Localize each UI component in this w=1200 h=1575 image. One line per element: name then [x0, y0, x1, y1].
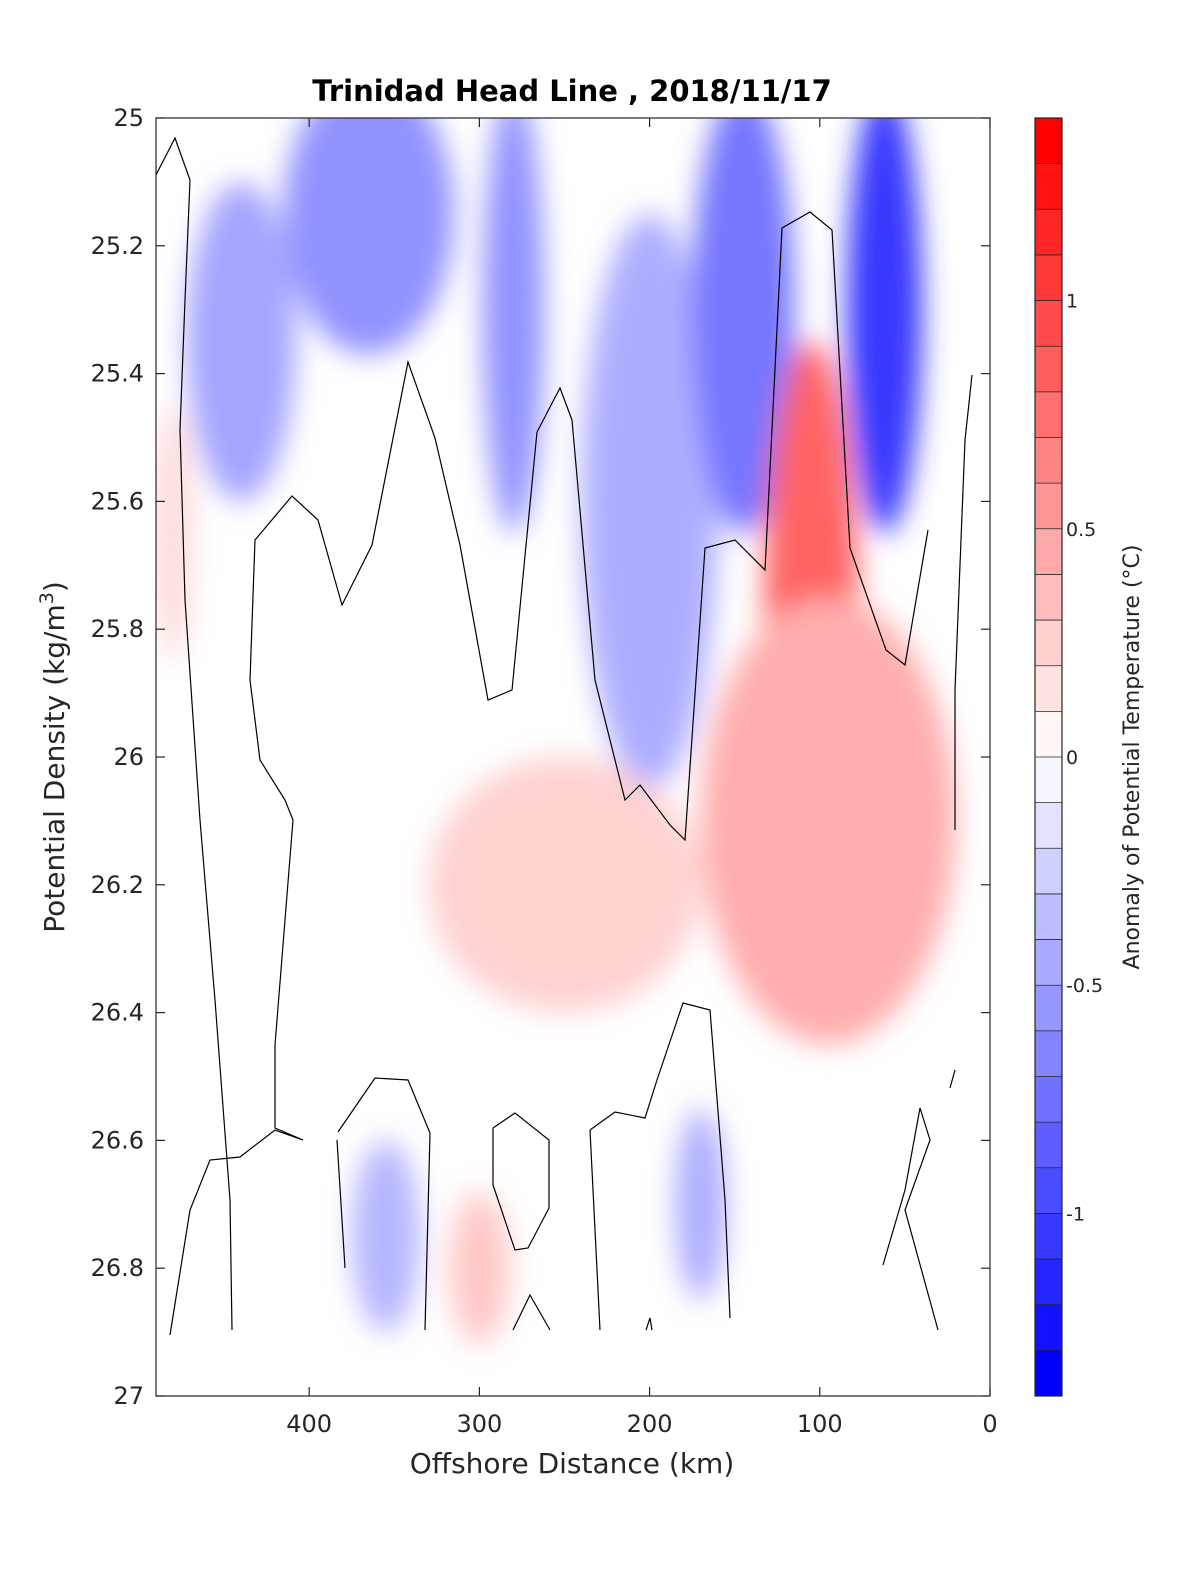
warm-anomaly-patch	[156, 405, 194, 662]
x-axis-title: Offshore Distance (km)	[410, 1447, 735, 1480]
zero-contour-line	[589, 1129, 601, 1331]
colorbar-tick-label: -1	[1066, 1203, 1085, 1225]
x-tick-label: 300	[456, 1410, 502, 1438]
cool-anomaly-patch	[847, 118, 922, 534]
colorbar-segment	[1035, 1350, 1062, 1397]
colorbar-segment	[1035, 528, 1062, 575]
chart-title: Trinidad Head Line , 2018/11/17	[312, 74, 832, 108]
colorbar-segment	[1035, 483, 1062, 530]
anomaly-field	[156, 118, 956, 1345]
colorbar-segment	[1035, 1122, 1062, 1169]
colorbar-segment	[1035, 1076, 1062, 1123]
colorbar-segment	[1035, 1304, 1062, 1351]
colorbar-segment	[1035, 1259, 1062, 1306]
y-tick-label: 27	[113, 1382, 144, 1410]
y-tick-label: 26.4	[91, 999, 144, 1027]
zero-contour-line	[337, 1077, 431, 1331]
colorbar-title: Anomaly of Potential Temperature (°C)	[1120, 545, 1145, 970]
colorbar-segment	[1035, 437, 1062, 484]
cool-anomaly-patch	[186, 181, 296, 502]
cool-anomaly-patch	[351, 1140, 420, 1333]
y-axis-title-superscript: 3	[36, 592, 58, 604]
colorbar-tick-label: -0.5	[1066, 975, 1103, 997]
zero-contour-line	[512, 1293, 551, 1331]
x-tick-label: 100	[797, 1410, 843, 1438]
colorbar-tick-label: 0	[1066, 747, 1078, 769]
zero-contour-line	[589, 1002, 731, 1319]
y-tick-label: 25.8	[91, 615, 144, 643]
colorbar-segment	[1035, 254, 1062, 302]
x-tick-label: 0	[982, 1410, 997, 1438]
cool-anomaly-patch	[482, 118, 545, 534]
colorbar-segment	[1035, 209, 1062, 256]
y-tick-label: 26.2	[91, 871, 144, 899]
colorbar-segment	[1035, 802, 1062, 849]
y-tick-label: 26.8	[91, 1254, 144, 1282]
cool-anomaly-patch	[283, 118, 454, 355]
x-tick-label: 200	[627, 1410, 673, 1438]
y-axis-title-main: Potential Density (kg/m	[38, 604, 71, 933]
cool-anomaly-patch	[675, 1108, 727, 1301]
zero-contour-line	[169, 679, 304, 1336]
y-axis-title: Potential Density (kg/m3)	[36, 581, 71, 933]
colorbar-tick-label: 0.5	[1066, 519, 1096, 541]
colorbar-frame	[1034, 117, 1063, 1397]
y-axis-title-tail: )	[38, 581, 71, 592]
colorbar-tick-label: 1	[1066, 291, 1078, 313]
colorbar-segment	[1035, 346, 1062, 393]
colorbar-segment	[1035, 574, 1062, 621]
zero-contour-line	[949, 1069, 956, 1089]
y-tick-label: 26	[113, 743, 144, 771]
colorbar-segment	[1035, 118, 1062, 165]
zero-contour-line	[249, 211, 929, 842]
zero-contour-line	[645, 1317, 653, 1331]
colorbar-segment	[1035, 300, 1062, 347]
warm-anomaly-patch	[428, 757, 701, 1013]
colorbar-segment	[1035, 985, 1062, 1032]
y-tick-label: 25	[113, 104, 144, 132]
y-tick-label: 25.2	[91, 232, 144, 260]
colorbar-segment	[1035, 1213, 1062, 1260]
colorbar-segment	[1035, 939, 1062, 986]
colorbar-segment	[1035, 711, 1062, 758]
colorbar-segment	[1035, 1167, 1062, 1214]
zero-contour-line	[336, 1139, 346, 1269]
y-tick-label: 25.4	[91, 360, 144, 388]
colorbar-segment	[1035, 163, 1062, 210]
colorbar-segment	[1035, 620, 1062, 667]
colorbar-segment	[1035, 665, 1062, 712]
colorbar-segment	[1035, 1030, 1062, 1077]
y-tick-label: 25.6	[91, 487, 144, 515]
x-tick-label: 400	[286, 1410, 332, 1438]
warm-anomaly-patch	[448, 1191, 511, 1345]
y-tick-label: 26.6	[91, 1126, 144, 1154]
warm-anomaly-patch	[700, 597, 956, 1045]
cool-anomaly-patch	[692, 118, 795, 534]
zero-contour-line	[492, 1112, 550, 1251]
colorbar-segment	[1035, 391, 1062, 438]
zero-contour-line	[882, 1107, 939, 1331]
cool-anomaly-patch	[581, 213, 718, 789]
zero-contour-line	[954, 374, 973, 830]
y-axis: 25 25.2 25.4 25.6 25.8 26 26.2 26.4 26.6 26.8 27	[91, 104, 990, 1410]
colorbar-segment	[1035, 893, 1062, 941]
x-axis: 400 300 200 100 0	[286, 118, 998, 1438]
colorbar: 1 0.5 0 -0.5 -1	[1034, 117, 1103, 1397]
colorbar-segment	[1035, 848, 1062, 895]
zero-contours	[156, 136, 973, 1336]
zero-contour-line	[156, 136, 233, 1331]
colorbar-segment	[1035, 757, 1062, 804]
